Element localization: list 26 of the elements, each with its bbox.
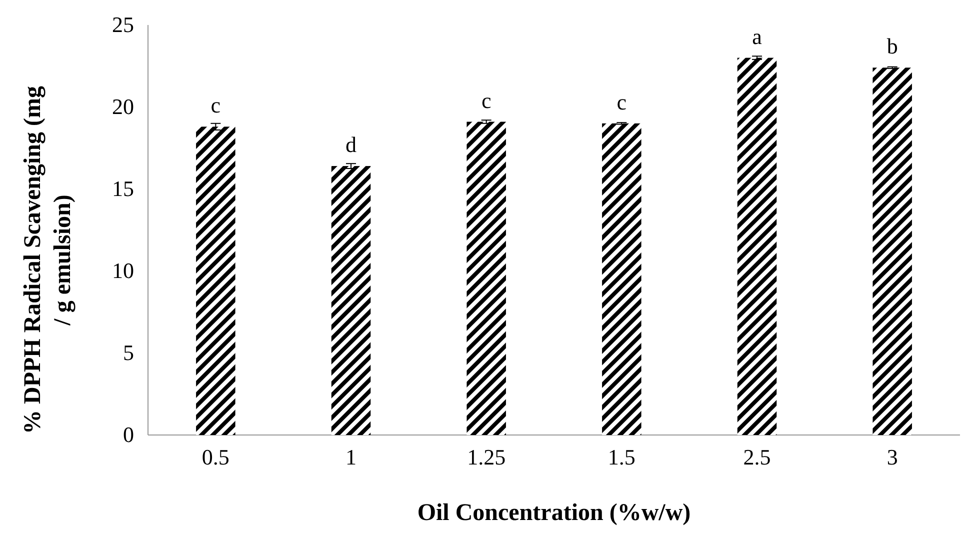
annotation: a bbox=[752, 24, 762, 49]
bar bbox=[466, 122, 506, 435]
annotation: c bbox=[616, 89, 627, 114]
y-tick-label: 15 bbox=[112, 176, 134, 202]
x-tick-label: 1.25 bbox=[467, 444, 506, 470]
x-tick-label: 1 bbox=[346, 444, 356, 470]
y-tick-label: 10 bbox=[112, 258, 134, 284]
bar bbox=[737, 58, 777, 435]
y-tick-label: 0 bbox=[123, 422, 134, 448]
x-tick-label: 2.5 bbox=[743, 444, 771, 470]
bar bbox=[602, 123, 642, 435]
annotation: c bbox=[481, 88, 492, 113]
x-tick-label: 3 bbox=[886, 444, 898, 470]
x-tick-label: 1.5 bbox=[608, 444, 636, 470]
bar bbox=[331, 166, 371, 435]
annotation: d bbox=[346, 132, 356, 158]
annotation: b bbox=[886, 34, 898, 59]
bar bbox=[872, 68, 912, 435]
bar bbox=[196, 126, 236, 435]
y-tick-label: 20 bbox=[112, 94, 134, 120]
x-tick-label: 0.5 bbox=[202, 444, 230, 470]
y-tick-label: 25 bbox=[112, 12, 134, 38]
y-tick-label: 5 bbox=[123, 340, 134, 366]
annotation: c bbox=[210, 92, 221, 118]
y-axis-title: % DPPH Radical Scavenging (mg / g emulsion) bbox=[20, 86, 76, 434]
x-axis-title: Oil Concentration (%w/w) bbox=[417, 500, 691, 526]
